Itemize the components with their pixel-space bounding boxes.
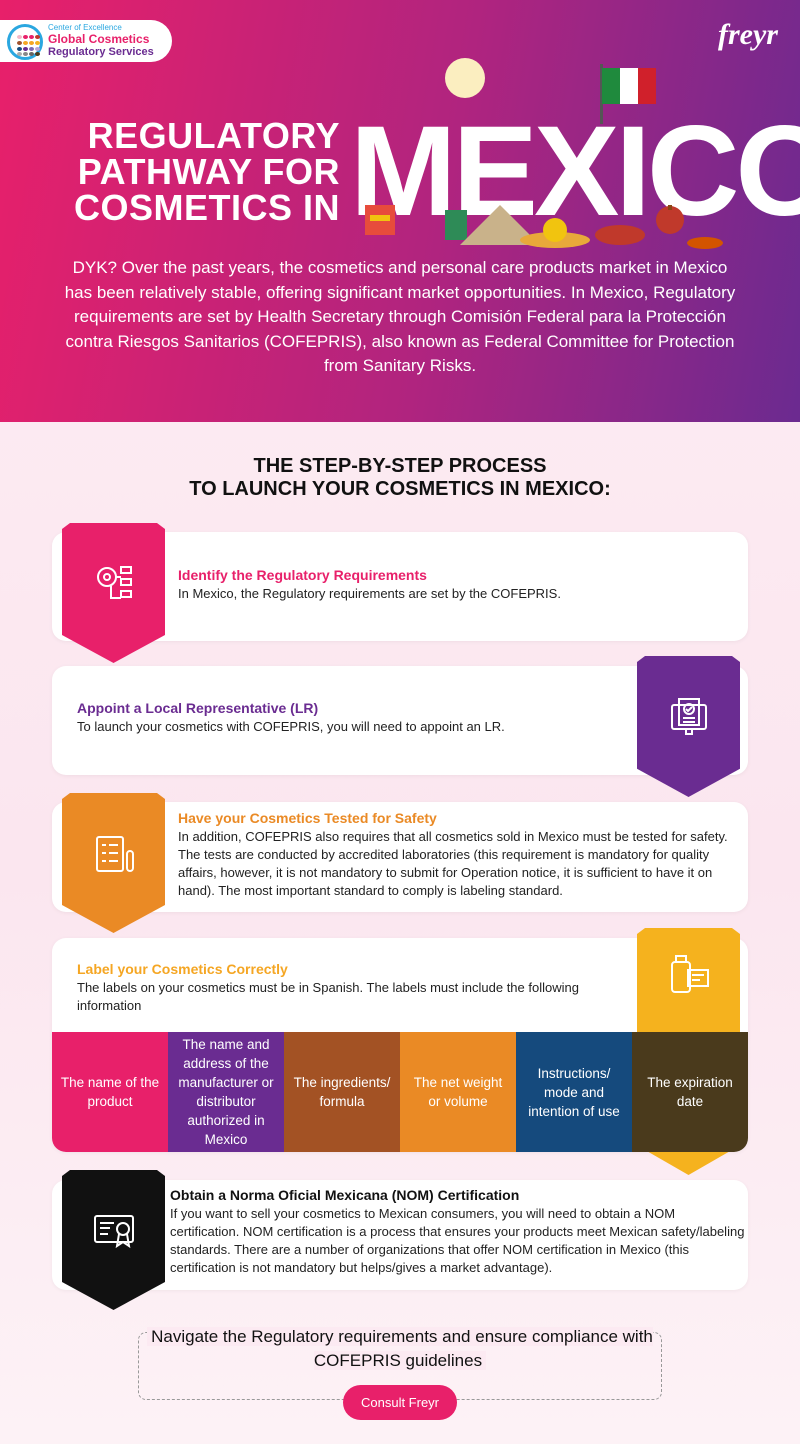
step-3-desc: In addition, COFEPRIS also requires that… xyxy=(178,829,728,898)
consult-freyr-button[interactable]: Consult Freyr xyxy=(343,1385,457,1420)
clipboard-test-tube-icon xyxy=(95,836,134,872)
step-5-desc: If you want to sell your cosmetics to Me… xyxy=(170,1206,745,1275)
flagpole xyxy=(600,64,603,124)
title-line: REGULATORY xyxy=(87,115,340,156)
heading-line: TO LAUNCH YOUR COSMETICS IN MEXICO: xyxy=(189,478,611,500)
label-item: The name and address of the manufacturer… xyxy=(168,1032,284,1152)
step-card-1 xyxy=(52,532,748,641)
cta-text-span: Navigate the Regulatory requirements and… xyxy=(147,1327,653,1370)
coe-logo: Center of Excellence Global Cosmetics Re… xyxy=(0,20,172,62)
document-check-icon xyxy=(670,697,707,735)
country-wordmark: MEXICO xyxy=(350,100,800,243)
label-requirements-grid: The name of the product The name and add… xyxy=(52,1032,748,1152)
step-1-title: Identify the Regulatory Requirements xyxy=(178,567,427,583)
step-5-ribbon xyxy=(62,1170,165,1310)
step-card-5 xyxy=(52,1180,748,1290)
step-card-2 xyxy=(52,666,748,775)
settings-flow-icon xyxy=(96,566,132,599)
logo-kicker: Center of Excellence xyxy=(48,23,122,32)
step-3-title: Have your Cosmetics Tested for Safety xyxy=(178,810,437,826)
label-item: Instructions/ mode and intention of use xyxy=(516,1032,632,1152)
step-2-desc: To launch your cosmetics with COFEPRIS, … xyxy=(77,719,505,734)
hero-banner: Center of Excellence Global Cosmetics Re… xyxy=(0,0,800,422)
mexican-culture-illustration xyxy=(365,205,723,249)
logo-dots-icon xyxy=(7,24,43,60)
step-4-title: Label your Cosmetics Correctly xyxy=(77,961,288,977)
title-line: COSMETICS IN xyxy=(73,187,340,228)
mexico-flag-icon xyxy=(602,68,656,104)
label-item: The expiration date xyxy=(632,1032,748,1152)
certificate-icon xyxy=(93,1215,134,1249)
heading-line: THE STEP-BY-STEP PROCESS xyxy=(253,455,547,477)
step-2-ribbon xyxy=(637,656,740,797)
label-item: The ingredients/ formula xyxy=(284,1032,400,1152)
step-card-3 xyxy=(52,802,748,912)
label-item: The net weight or volume xyxy=(400,1032,516,1152)
title-line: PATHWAY FOR xyxy=(77,151,340,192)
page-title: REGULATORY PATHWAY FOR COSMETICS IN xyxy=(74,118,340,226)
step-1-desc: In Mexico, the Regulatory requirements a… xyxy=(178,586,561,601)
logo-line1: Global Cosmetics xyxy=(48,32,150,46)
step-1-ribbon xyxy=(62,523,165,663)
section-heading: THE STEP-BY-STEP PROCESS TO LAUNCH YOUR … xyxy=(0,455,800,501)
step-3-ribbon xyxy=(62,793,165,933)
intro-text: DYK? Over the past years, the cosmetics … xyxy=(64,258,736,375)
cta-text: Navigate the Regulatory requirements and… xyxy=(0,1325,800,1373)
step-5-title: Obtain a Norma Oficial Mexicana (NOM) Ce… xyxy=(170,1187,520,1203)
brand-logo: freyr xyxy=(718,18,778,51)
step-2-title: Appoint a Local Representative (LR) xyxy=(77,700,319,716)
label-item: The name of the product xyxy=(52,1032,168,1152)
logo-line2: Regulatory Services xyxy=(48,46,154,58)
label-bottle-icon xyxy=(670,955,709,993)
sun-illustration xyxy=(445,58,485,98)
step-4-desc: The labels on your cosmetics must be in … xyxy=(77,980,579,1013)
